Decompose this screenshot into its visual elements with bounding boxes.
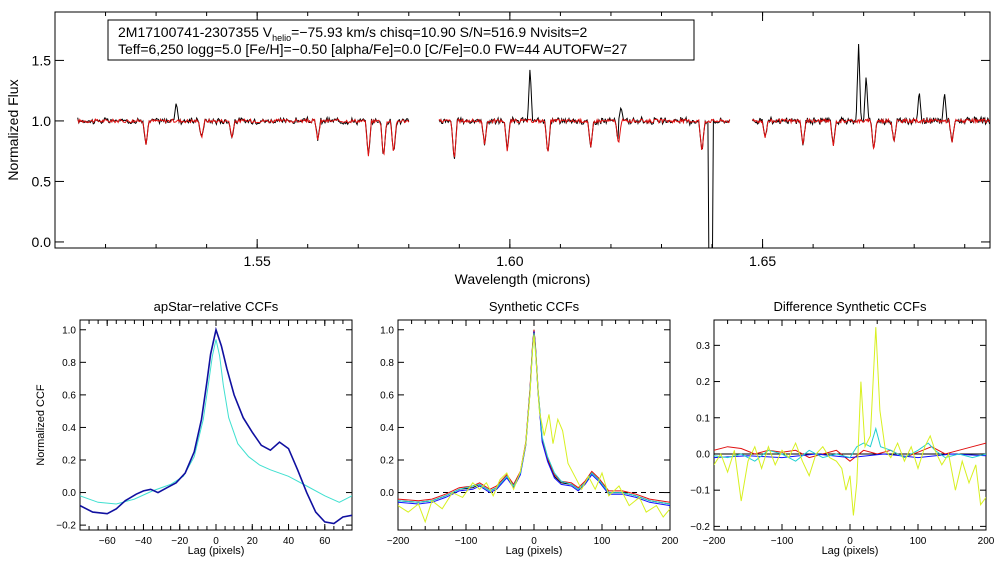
- synthetic_ccf-series-black: [398, 329, 670, 505]
- synthetic_ccf-xtick-label: 0: [531, 536, 537, 547]
- synthetic_ccf-ytick-label: 0.8: [380, 358, 394, 369]
- spectrum-xlabel: Wavelength (microns): [455, 271, 591, 287]
- model-spectrum-chip-3: [752, 117, 990, 150]
- synthetic_ccf-series-cyan: [398, 332, 670, 505]
- model-spectrum-chip-2: [438, 117, 731, 158]
- spectrum-ytick-label: 0.0: [32, 234, 52, 250]
- apstar_ccf-plot-area: [80, 326, 352, 525]
- spectrum-ytick-label: 1.0: [32, 113, 52, 129]
- synthetic_ccf-plot-area: [398, 329, 670, 524]
- difference_ccf-ytick-label: 0.0: [696, 449, 710, 460]
- synthetic_ccf-ytick-label: 0.2: [380, 456, 394, 467]
- apstar_ccf-frame: [79, 319, 353, 531]
- apstar_ccf-ytick-label: 0.6: [62, 390, 76, 401]
- synthetic_ccf-xlabel: Lag (pixels): [506, 545, 563, 557]
- difference_ccf-xtick-label: 0: [847, 536, 853, 547]
- spectrum-ytick-label: 1.5: [32, 52, 52, 68]
- apstar_ccf-chart: −60 −40 −20 0 20 40 60 −0.2 0.0 0.2 0.4 0.6 0.8 1.0 La…: [35, 299, 353, 557]
- synthetic_ccf-title: Synthetic CCFs: [489, 299, 580, 314]
- synthetic_ccf-chart: −200 −100 0 100 200 0.0 0.2 0.4 0.6 0.8 1.0 Lag (pi…: [380, 299, 679, 557]
- difference_ccf-xtick-label: 100: [910, 536, 927, 547]
- synthetic_ccf-series-yellow: [398, 334, 670, 524]
- spectrum-xtick-label: 1.65: [749, 253, 776, 269]
- apstar_ccf-ytick-label: 0.2: [62, 456, 76, 467]
- apstar_ccf-xtick-label: −40: [135, 536, 152, 547]
- spectrum-ytick-label: 0.5: [32, 173, 52, 189]
- difference_ccf-xtick-label: −100: [771, 536, 794, 547]
- spectrum-xtick-label: 1.60: [496, 253, 523, 269]
- spectrum-xtick-label: 1.55: [244, 253, 271, 269]
- spectrum-chart: 1.55 1.60 1.65 0.0 0.5 1.0 1.5 Wavelength (micr…: [5, 11, 991, 287]
- apstar_ccf-ytick-label: 0.4: [62, 423, 76, 434]
- apstar_ccf-xlabel: Lag (pixels): [188, 545, 245, 557]
- spectrum-frame: [54, 11, 991, 249]
- apstar_ccf-ytick-label: 1.0: [62, 325, 76, 336]
- synthetic_ccf-ytick-label: 0.4: [380, 423, 394, 434]
- difference_ccf-frame: [713, 319, 987, 531]
- apstar_ccf-ytick-label: 0.0: [62, 488, 76, 499]
- difference_ccf-ytick-label: 0.1: [696, 413, 710, 424]
- synthetic_ccf-ytick-label: 0.0: [380, 488, 394, 499]
- apstar_ccf-xtick-label: 20: [247, 536, 259, 547]
- synthetic_ccf-series-blue: [398, 331, 670, 507]
- difference_ccf-series-yellow: [714, 327, 986, 516]
- synthetic_ccf-xtick-label: −200: [387, 536, 410, 547]
- apstar_ccf-ytick-label: 0.8: [62, 358, 76, 369]
- difference_ccf-plot-area: [714, 327, 986, 516]
- difference_ccf-series-red: [714, 442, 986, 462]
- synthetic_ccf-xtick-label: 100: [594, 536, 611, 547]
- synthetic_ccf-series-red: [398, 329, 670, 503]
- apstar_ccf-title: apStar−relative CCFs: [154, 299, 279, 314]
- model-spectrum-chip-1: [77, 117, 410, 157]
- difference_ccf-ytick-label: 0.2: [696, 377, 710, 388]
- difference_ccf-xtick-label: 200: [978, 536, 995, 547]
- info-line-1: 2M17100741-2307355 Vhelio=−75.93 km/s ch…: [118, 24, 587, 43]
- apstar_ccf-series-visit-1: [80, 339, 352, 505]
- apstar_ccf-series-visit-2: [80, 326, 352, 525]
- difference_ccf-ytick-label: −0.2: [690, 522, 710, 533]
- observed-spectrum-chip-2: [438, 69, 731, 248]
- apstar_ccf-xtick-label: −20: [171, 536, 188, 547]
- apstar_ccf-xtick-label: 40: [283, 536, 295, 547]
- spectrum-plot-area: [77, 43, 990, 248]
- synthetic_ccf-ytick-label: 1.0: [380, 325, 394, 336]
- difference_ccf-xtick-label: −200: [703, 536, 726, 547]
- difference_ccf-chart: −200 −100 0 100 200 −0.2 −0.1 0.0 0.1 0.2 0.3 Lag (…: [690, 299, 995, 557]
- info-line-2: Teff=6,250 logg=5.0 [Fe/H]=−0.50 [alpha/…: [118, 41, 627, 57]
- spectrum-info-box: 2M17100741-2307355 Vhelio=−75.93 km/s ch…: [107, 19, 695, 61]
- apstar_ccf-ylabel: Normalized CCF: [35, 384, 47, 466]
- difference_ccf-ytick-label: 0.3: [696, 341, 710, 352]
- difference_ccf-xlabel: Lag (pixels): [822, 545, 879, 557]
- apstar_ccf-ytick-label: −0.2: [56, 521, 76, 532]
- synthetic_ccf-xtick-label: 200: [662, 536, 679, 547]
- apstar_ccf-xtick-label: 0: [213, 536, 219, 547]
- observed-spectrum-chip-3: [752, 43, 990, 148]
- spectrum-ylabel: Normalized Flux: [5, 79, 21, 180]
- difference_ccf-ytick-label: −0.1: [690, 486, 710, 497]
- info-box-frame: [107, 19, 695, 61]
- apstar_ccf-xtick-label: 60: [319, 536, 331, 547]
- difference_ccf-title: Difference Synthetic CCFs: [774, 299, 927, 314]
- apstar_ccf-xtick-label: −60: [99, 536, 116, 547]
- observed-spectrum-chip-1: [77, 103, 410, 155]
- synthetic_ccf-xtick-label: −100: [455, 536, 478, 547]
- synthetic_ccf-ytick-label: 0.6: [380, 390, 394, 401]
